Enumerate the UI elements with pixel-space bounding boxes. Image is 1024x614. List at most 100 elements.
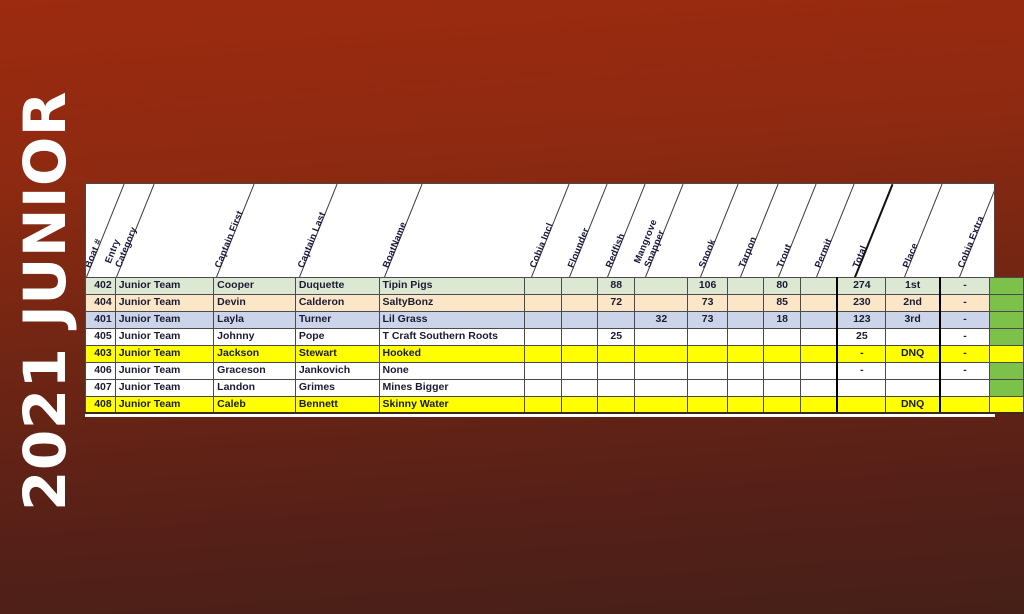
cell-total[interactable] bbox=[836, 395, 887, 414]
cell-cobia_extra[interactable] bbox=[939, 395, 991, 414]
cell-last[interactable]: Grimes bbox=[294, 378, 380, 397]
cell-last[interactable]: Bennett bbox=[294, 395, 380, 414]
cell-last[interactable]: Pope bbox=[294, 327, 380, 346]
cell-flounder[interactable] bbox=[560, 395, 599, 414]
cell-redfish[interactable]: 25 bbox=[597, 327, 636, 346]
cell-entry[interactable]: Junior Team bbox=[114, 327, 215, 346]
cell-mangrove[interactable] bbox=[634, 361, 689, 380]
cell-cobia_extra[interactable]: - bbox=[939, 276, 991, 295]
cell-slam[interactable] bbox=[989, 327, 1024, 346]
cell-mangrove[interactable] bbox=[634, 378, 689, 397]
cell-snook[interactable] bbox=[687, 344, 728, 363]
cell-total[interactable]: - bbox=[836, 361, 887, 380]
cell-boat[interactable]: 407 bbox=[85, 378, 116, 397]
cell-boatname[interactable]: Tipin Pigs bbox=[378, 276, 526, 295]
cell-boat[interactable]: 406 bbox=[85, 361, 116, 380]
cell-snook[interactable] bbox=[687, 327, 728, 346]
cell-slam[interactable] bbox=[989, 344, 1024, 363]
table-row[interactable]: 402 Junior Team Cooper Duquette Tipin Pigs 88… bbox=[85, 276, 1024, 295]
cell-last[interactable]: Turner bbox=[294, 310, 380, 329]
cell-snook[interactable] bbox=[687, 361, 728, 380]
cell-slam[interactable] bbox=[989, 361, 1024, 380]
cell-trout[interactable] bbox=[763, 344, 802, 363]
cell-last[interactable]: Calderon bbox=[294, 293, 380, 312]
cell-tarpon[interactable] bbox=[726, 361, 765, 380]
cell-redfish[interactable] bbox=[597, 361, 636, 380]
cell-last[interactable]: Stewart bbox=[294, 344, 380, 363]
cell-tarpon[interactable] bbox=[726, 276, 765, 295]
cell-trout[interactable] bbox=[763, 327, 802, 346]
cell-cobia_incl[interactable] bbox=[524, 293, 562, 312]
cell-cobia_incl[interactable] bbox=[524, 310, 562, 329]
cell-total[interactable]: 123 bbox=[836, 310, 887, 329]
cell-cobia_extra[interactable]: - bbox=[939, 344, 991, 363]
cell-boatname[interactable]: T Craft Southern Roots bbox=[378, 327, 526, 346]
cell-entry[interactable]: Junior Team bbox=[114, 310, 215, 329]
cell-snook[interactable]: 106 bbox=[687, 276, 728, 295]
cell-slam[interactable] bbox=[989, 293, 1024, 312]
cell-tarpon[interactable] bbox=[726, 310, 765, 329]
cell-trout[interactable]: 80 bbox=[763, 276, 802, 295]
cell-cobia_extra[interactable]: - bbox=[939, 361, 991, 380]
table-row[interactable]: 408 Junior Team Caleb Bennett Skinny Water DN… bbox=[85, 395, 1024, 414]
cell-boat[interactable]: 404 bbox=[85, 293, 116, 312]
cell-trout[interactable] bbox=[763, 395, 802, 414]
cell-mangrove[interactable] bbox=[634, 293, 689, 312]
cell-boatname[interactable]: SaltyBonz bbox=[378, 293, 526, 312]
cell-boatname[interactable]: None bbox=[378, 361, 526, 380]
cell-flounder[interactable] bbox=[560, 327, 599, 346]
cell-first[interactable]: Jackson bbox=[213, 344, 296, 363]
cell-total[interactable] bbox=[836, 378, 887, 397]
cell-cobia_extra[interactable]: - bbox=[939, 293, 991, 312]
cell-mangrove[interactable] bbox=[634, 395, 689, 414]
cell-boatname[interactable]: Lil Grass bbox=[378, 310, 526, 329]
cell-first[interactable]: Cooper bbox=[213, 276, 296, 295]
cell-boatname[interactable]: Skinny Water bbox=[378, 395, 526, 414]
cell-tarpon[interactable] bbox=[726, 293, 765, 312]
cell-total[interactable]: 230 bbox=[836, 293, 887, 312]
cell-cobia_incl[interactable] bbox=[524, 378, 562, 397]
cell-slam[interactable] bbox=[989, 276, 1024, 295]
cell-snook[interactable] bbox=[687, 395, 728, 414]
cell-tarpon[interactable] bbox=[726, 395, 765, 414]
cell-first[interactable]: Devin bbox=[213, 293, 296, 312]
cell-flounder[interactable] bbox=[560, 276, 599, 295]
cell-entry[interactable]: Junior Team bbox=[114, 361, 215, 380]
cell-boat[interactable]: 403 bbox=[85, 344, 116, 363]
table-row[interactable]: 406 Junior Team Graceson Jankovich None - - bbox=[85, 361, 1024, 380]
cell-permit[interactable] bbox=[800, 344, 838, 363]
cell-tarpon[interactable] bbox=[726, 344, 765, 363]
cell-first[interactable]: Graceson bbox=[213, 361, 296, 380]
cell-slam[interactable] bbox=[989, 378, 1024, 397]
cell-flounder[interactable] bbox=[560, 293, 599, 312]
cell-flounder[interactable] bbox=[560, 378, 599, 397]
cell-boat[interactable]: 408 bbox=[85, 395, 116, 414]
table-row[interactable]: 407 Junior Team Landon Grimes Mines Bigger bbox=[85, 378, 1024, 397]
cell-place[interactable]: 3rd bbox=[885, 310, 941, 329]
cell-permit[interactable] bbox=[800, 327, 838, 346]
cell-cobia_incl[interactable] bbox=[524, 361, 562, 380]
cell-boat[interactable]: 405 bbox=[85, 327, 116, 346]
cell-mangrove[interactable]: 32 bbox=[634, 310, 689, 329]
cell-permit[interactable] bbox=[800, 293, 838, 312]
cell-slam[interactable] bbox=[989, 395, 1024, 414]
cell-entry[interactable]: Junior Team bbox=[114, 344, 215, 363]
cell-last[interactable]: Jankovich bbox=[294, 361, 380, 380]
cell-place[interactable] bbox=[885, 361, 941, 380]
cell-redfish[interactable]: 72 bbox=[597, 293, 636, 312]
cell-trout[interactable]: 85 bbox=[763, 293, 802, 312]
cell-cobia_extra[interactable]: - bbox=[939, 327, 991, 346]
cell-tarpon[interactable] bbox=[726, 378, 765, 397]
cell-place[interactable]: 1st bbox=[885, 276, 941, 295]
cell-permit[interactable] bbox=[800, 310, 838, 329]
cell-cobia_incl[interactable] bbox=[524, 327, 562, 346]
cell-snook[interactable] bbox=[687, 378, 728, 397]
cell-mangrove[interactable] bbox=[634, 344, 689, 363]
cell-place[interactable]: DNQ bbox=[885, 344, 941, 363]
table-row[interactable]: 403 Junior Team Jackson Stewart Hooked - DNQ - bbox=[85, 344, 1024, 363]
cell-place[interactable] bbox=[885, 378, 941, 397]
cell-cobia_incl[interactable] bbox=[524, 344, 562, 363]
cell-boatname[interactable]: Mines Bigger bbox=[378, 378, 526, 397]
cell-cobia_extra[interactable]: - bbox=[939, 310, 991, 329]
cell-redfish[interactable]: 88 bbox=[597, 276, 636, 295]
